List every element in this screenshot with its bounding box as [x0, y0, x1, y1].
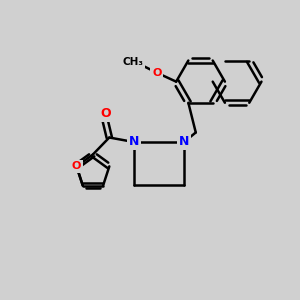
Text: N: N [179, 136, 189, 148]
Text: O: O [100, 106, 111, 120]
Text: O: O [152, 68, 161, 78]
Text: CH₃: CH₃ [123, 57, 144, 67]
Text: O: O [72, 161, 81, 171]
Text: N: N [128, 136, 139, 148]
